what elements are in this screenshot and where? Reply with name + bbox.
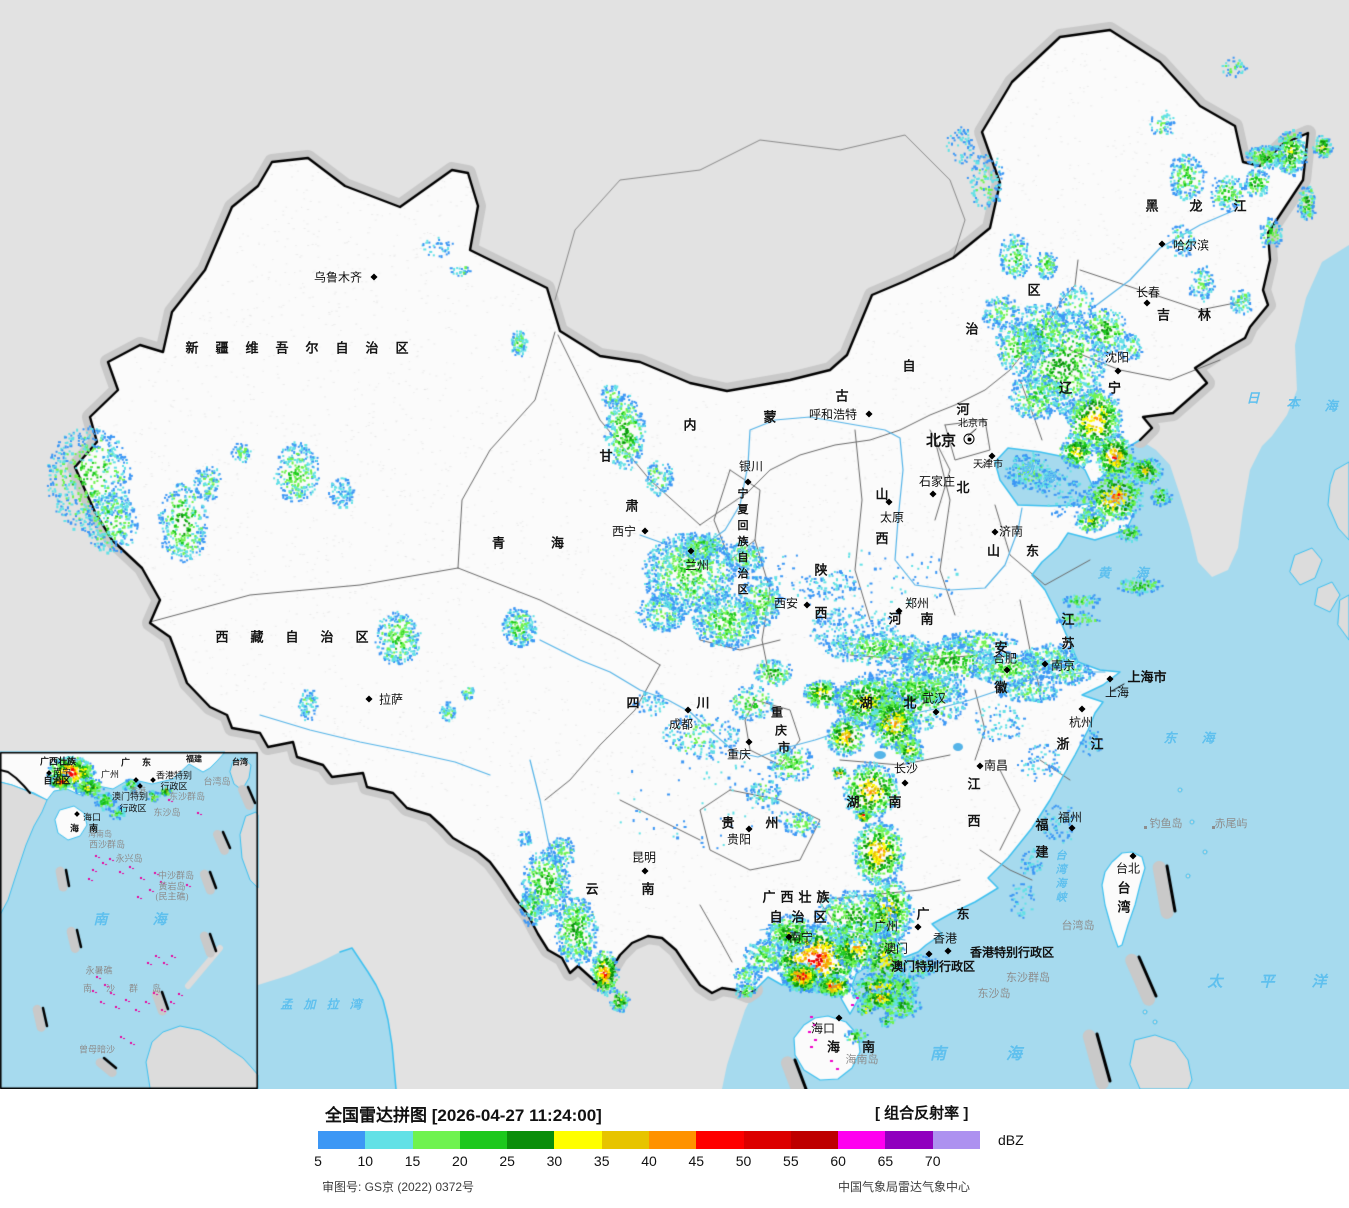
colorbar-tick: 65 bbox=[877, 1153, 894, 1169]
colorbar-swatch bbox=[743, 1131, 791, 1149]
china-radar-map: 新疆维吾尔自治区 西藏自治区 青海甘肃内蒙古自治区宁夏回族自治区 陕西 山西 河北 山东 河南… bbox=[0, 0, 1349, 1089]
colorbar-tick: 50 bbox=[735, 1153, 752, 1169]
radar-map-canvas bbox=[0, 0, 1349, 1089]
colorbar-swatch bbox=[790, 1131, 839, 1149]
colorbar-tick: 70 bbox=[924, 1153, 941, 1169]
map-title: 全国雷达拼图 [2026-04-27 11:24:00] bbox=[325, 1106, 602, 1125]
colorbar-tick: 30 bbox=[546, 1153, 563, 1169]
island-dot bbox=[1144, 826, 1147, 829]
colorbar-tick: 15 bbox=[404, 1153, 421, 1169]
colorbar-swatch bbox=[365, 1131, 413, 1149]
colorbar-tick: 35 bbox=[593, 1153, 610, 1169]
colorbar-tick: 25 bbox=[499, 1153, 515, 1169]
colorbar-tick: 20 bbox=[452, 1153, 468, 1169]
reflectivity-colorbar bbox=[318, 1131, 980, 1149]
legend-panel: 全国雷达拼图 [2026-04-27 11:24:00] [ 组合反射率 ] d… bbox=[0, 1089, 1349, 1208]
colorbar-swatch bbox=[459, 1131, 508, 1149]
colorbar-swatch bbox=[838, 1131, 886, 1149]
colorbar-swatch bbox=[648, 1131, 697, 1149]
colorbar-swatch bbox=[932, 1131, 980, 1149]
colorbar-tick: 45 bbox=[688, 1153, 705, 1169]
capital-marker bbox=[963, 433, 975, 445]
colorbar-tick: 5 bbox=[314, 1153, 322, 1169]
colorbar-tick: 40 bbox=[641, 1153, 657, 1169]
south-china-sea-inset bbox=[0, 752, 258, 1088]
island-dot bbox=[1212, 826, 1215, 829]
colorbar-swatch bbox=[696, 1131, 744, 1149]
colorbar-swatch bbox=[412, 1131, 460, 1149]
colorbar-tick: 60 bbox=[830, 1153, 846, 1169]
org-name: 中国气象局雷达气象中心 bbox=[838, 1180, 971, 1194]
colorbar-swatch bbox=[554, 1131, 602, 1149]
colorbar-swatch bbox=[601, 1131, 649, 1149]
colorbar-swatch bbox=[318, 1131, 366, 1149]
product-label: [ 组合反射率 ] bbox=[875, 1105, 969, 1122]
colorbar-tick: 55 bbox=[783, 1153, 799, 1169]
colorbar-swatch bbox=[885, 1131, 933, 1149]
unit-label: dBZ bbox=[998, 1132, 1024, 1148]
license-number: 审图号: GS京 (2022) 0372号 bbox=[322, 1180, 475, 1194]
colorbar-swatch bbox=[507, 1131, 555, 1149]
colorbar-tick: 10 bbox=[357, 1153, 374, 1169]
